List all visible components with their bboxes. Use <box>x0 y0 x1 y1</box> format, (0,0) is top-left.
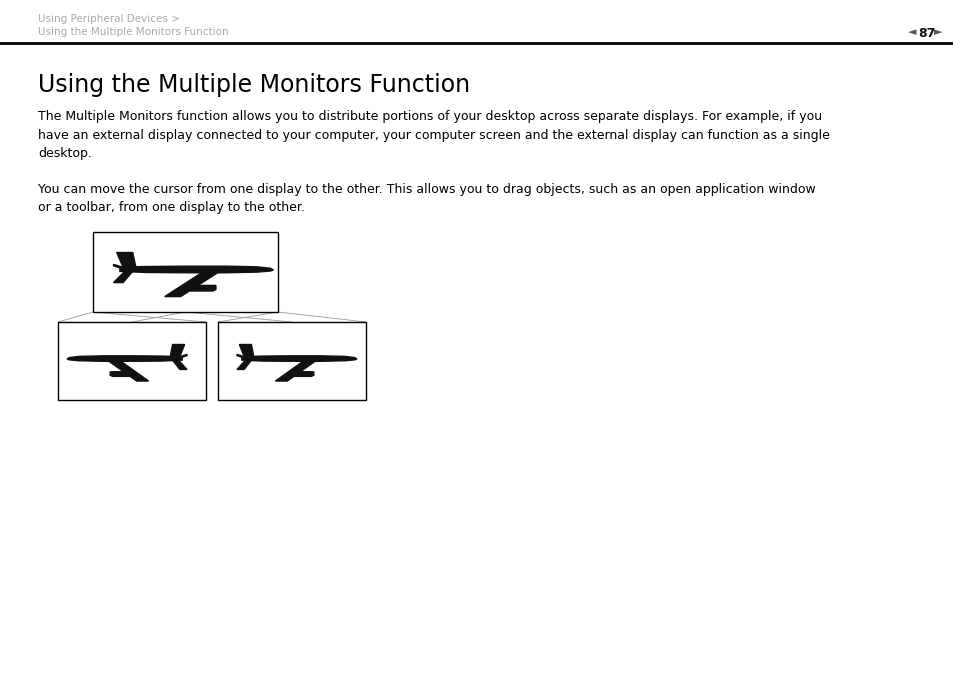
Text: ◄: ◄ <box>907 27 916 37</box>
Polygon shape <box>111 372 130 376</box>
Polygon shape <box>165 273 217 297</box>
Polygon shape <box>170 344 185 357</box>
Text: 87: 87 <box>917 27 934 40</box>
Polygon shape <box>67 355 187 361</box>
Text: You can move the cursor from one display to the other. This allows you to drag o: You can move the cursor from one display… <box>38 183 815 214</box>
Polygon shape <box>239 344 253 357</box>
Polygon shape <box>236 360 252 369</box>
Polygon shape <box>190 285 215 291</box>
Polygon shape <box>275 361 314 381</box>
Polygon shape <box>113 272 132 282</box>
Polygon shape <box>172 360 187 369</box>
Polygon shape <box>236 355 356 361</box>
Text: Using the Multiple Monitors Function: Using the Multiple Monitors Function <box>38 73 470 97</box>
Polygon shape <box>294 372 314 376</box>
Text: Using Peripheral Devices >: Using Peripheral Devices > <box>38 14 180 24</box>
Bar <box>218 322 366 400</box>
Polygon shape <box>113 264 274 273</box>
Text: The Multiple Monitors function allows you to distribute portions of your desktop: The Multiple Monitors function allows yo… <box>38 110 829 160</box>
Polygon shape <box>116 253 135 267</box>
Text: Using the Multiple Monitors Function: Using the Multiple Monitors Function <box>38 27 229 37</box>
Bar <box>92 232 277 312</box>
Polygon shape <box>109 361 149 381</box>
Bar <box>58 322 206 400</box>
Text: ►: ► <box>933 27 942 37</box>
